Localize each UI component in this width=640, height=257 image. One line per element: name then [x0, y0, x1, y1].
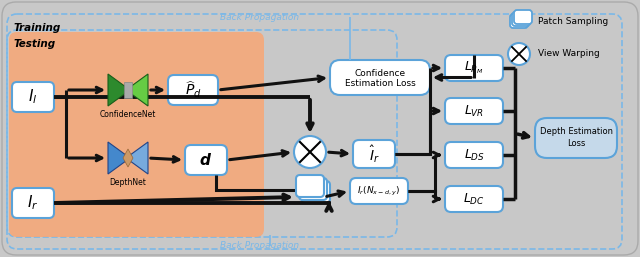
FancyBboxPatch shape: [12, 82, 54, 112]
FancyBboxPatch shape: [353, 140, 395, 168]
FancyBboxPatch shape: [185, 145, 227, 175]
Text: Testing: Testing: [13, 39, 55, 49]
Text: Loss: Loss: [567, 139, 585, 148]
Text: Confidence: Confidence: [355, 69, 406, 78]
Text: View Warping: View Warping: [538, 50, 600, 59]
FancyBboxPatch shape: [12, 188, 54, 218]
FancyBboxPatch shape: [535, 118, 617, 158]
FancyBboxPatch shape: [2, 2, 638, 255]
Text: Back Propagation: Back Propagation: [220, 13, 300, 22]
Polygon shape: [123, 149, 133, 167]
Polygon shape: [108, 142, 130, 174]
Circle shape: [294, 136, 326, 168]
Circle shape: [508, 43, 530, 65]
Text: $I_r(N_{x-d,y})$: $I_r(N_{x-d,y})$: [357, 185, 401, 198]
FancyBboxPatch shape: [330, 60, 430, 95]
FancyBboxPatch shape: [445, 98, 503, 124]
Polygon shape: [126, 74, 148, 106]
Polygon shape: [126, 142, 148, 174]
FancyBboxPatch shape: [512, 12, 530, 26]
Polygon shape: [124, 82, 132, 98]
Text: Back Propagation: Back Propagation: [220, 242, 300, 251]
Text: $I_l$: $I_l$: [28, 88, 38, 106]
Text: DepthNet: DepthNet: [109, 178, 147, 187]
Text: $\widehat{I}_r$: $\widehat{I}_r$: [369, 143, 380, 165]
Text: $L_{DS}$: $L_{DS}$: [463, 148, 484, 162]
FancyBboxPatch shape: [296, 175, 324, 197]
FancyBboxPatch shape: [168, 75, 218, 105]
Text: $L_{P_M}$: $L_{P_M}$: [464, 60, 484, 76]
FancyBboxPatch shape: [9, 32, 264, 237]
Text: Depth Estimation: Depth Estimation: [540, 126, 612, 135]
Text: $L_{VR}$: $L_{VR}$: [464, 104, 484, 118]
Text: ConfidenceNet: ConfidenceNet: [100, 110, 156, 119]
Text: $L_{DC}$: $L_{DC}$: [463, 191, 485, 207]
FancyBboxPatch shape: [350, 178, 408, 204]
FancyBboxPatch shape: [445, 186, 503, 212]
FancyBboxPatch shape: [299, 178, 327, 200]
Text: Estimation Loss: Estimation Loss: [344, 78, 415, 87]
FancyBboxPatch shape: [445, 55, 503, 81]
Text: $\boldsymbol{d}$: $\boldsymbol{d}$: [200, 152, 212, 168]
FancyBboxPatch shape: [445, 142, 503, 168]
Polygon shape: [108, 74, 130, 106]
FancyBboxPatch shape: [302, 181, 330, 203]
Text: $\widehat{P}_d$: $\widehat{P}_d$: [184, 80, 202, 100]
FancyBboxPatch shape: [510, 14, 528, 28]
Text: Patch Sampling: Patch Sampling: [538, 16, 608, 25]
Text: Training: Training: [13, 23, 60, 33]
Text: $I_r$: $I_r$: [28, 194, 38, 212]
FancyBboxPatch shape: [514, 10, 532, 24]
